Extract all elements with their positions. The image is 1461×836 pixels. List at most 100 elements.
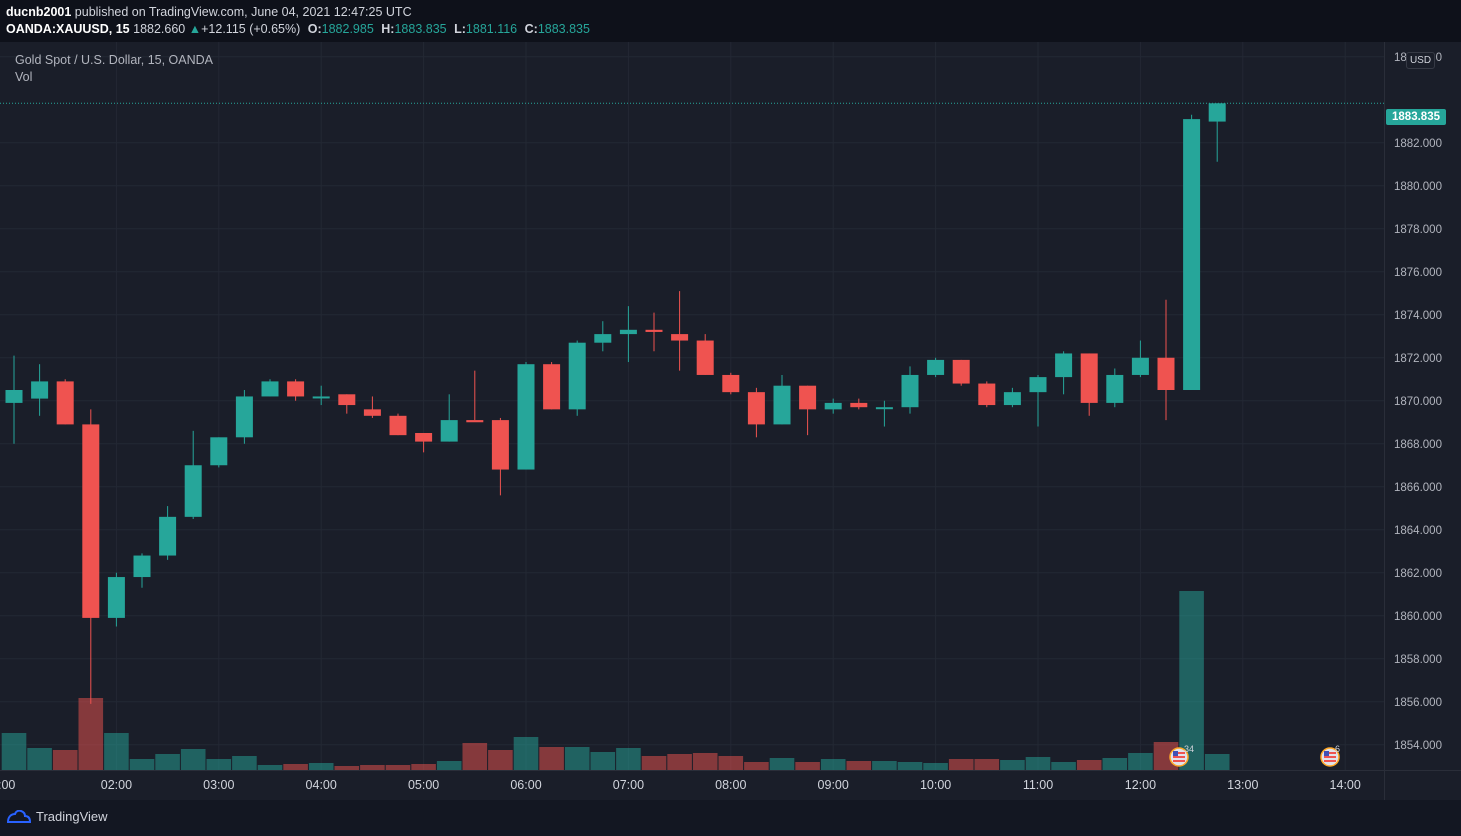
candle-body bbox=[517, 364, 535, 470]
candle-body bbox=[389, 415, 407, 436]
currency-label[interactable]: USD bbox=[1406, 52, 1435, 69]
series-title[interactable]: Gold Spot / U.S. Dollar, 15, OANDA bbox=[15, 53, 213, 67]
candle-body bbox=[338, 394, 356, 406]
volume-layer bbox=[1, 591, 1230, 771]
price-tick-label: 1858.000 bbox=[1394, 654, 1442, 666]
event-flag-1: 34 bbox=[1169, 744, 1194, 767]
time-tick-label: 06:00 bbox=[510, 778, 541, 792]
candle-body bbox=[5, 390, 23, 403]
candle-body bbox=[1029, 377, 1047, 393]
candle-body bbox=[824, 402, 842, 410]
candle-body bbox=[440, 420, 458, 442]
candle-body bbox=[696, 340, 714, 375]
price-tick-label: 1870.000 bbox=[1394, 396, 1442, 408]
volume-bar bbox=[129, 759, 155, 771]
quote-line: OANDA:XAUUSD, 15 1882.660 ▲+12.115 (+0.6… bbox=[6, 22, 590, 36]
price-tick-label: 1882.000 bbox=[1394, 138, 1442, 150]
volume-bar bbox=[692, 753, 718, 771]
volume-bar bbox=[616, 748, 641, 771]
time-tick-label: 05:00 bbox=[408, 778, 439, 792]
volume-bar bbox=[436, 761, 462, 771]
candle-body bbox=[491, 420, 509, 470]
volume-bar bbox=[539, 747, 564, 771]
volume-bar bbox=[232, 756, 257, 771]
publish-info: ducnb2001 published on TradingView.com, … bbox=[6, 5, 412, 19]
candle-body bbox=[952, 359, 970, 384]
candle-body bbox=[56, 381, 74, 425]
footer bbox=[0, 800, 1461, 836]
candle-body bbox=[1157, 357, 1175, 390]
volume-bar bbox=[257, 765, 283, 771]
candle-body bbox=[645, 329, 663, 332]
flag-stripe bbox=[1173, 760, 1185, 762]
candle-body bbox=[671, 334, 689, 341]
time-tick-label: 08:00 bbox=[715, 778, 746, 792]
price-change: +12.115 (+0.65%) bbox=[201, 22, 301, 36]
flag-canton bbox=[1173, 751, 1178, 756]
volume-bar bbox=[948, 759, 974, 771]
flag-stripe bbox=[1324, 756, 1336, 758]
volume-bar bbox=[104, 733, 129, 771]
candle-body bbox=[619, 329, 637, 335]
volume-bar bbox=[1179, 591, 1204, 771]
volume-bar bbox=[334, 766, 360, 771]
candle-body bbox=[543, 364, 561, 410]
volume-title[interactable]: Vol bbox=[15, 70, 33, 84]
candle-body bbox=[312, 396, 330, 399]
publish-header: ducnb2001 published on TradingView.com, … bbox=[0, 0, 1461, 42]
last-price: 1882.660 bbox=[133, 22, 186, 36]
time-tick-label: 14:00 bbox=[1330, 778, 1361, 792]
volume-bar bbox=[308, 763, 334, 771]
volume-bar bbox=[1, 733, 27, 771]
time-tick-label: 11:00 bbox=[1023, 778, 1053, 792]
candle-body bbox=[1131, 357, 1149, 375]
event-count-label: 34 bbox=[1184, 744, 1194, 754]
volume-bar bbox=[923, 763, 948, 771]
flag-stripe bbox=[1173, 756, 1185, 758]
volume-bar bbox=[641, 756, 667, 771]
price-tick-label: 1878.000 bbox=[1394, 224, 1442, 236]
author-name[interactable]: ducnb2001 bbox=[6, 5, 72, 19]
volume-bar bbox=[820, 759, 846, 771]
current-price-label: 1883.835 bbox=[1386, 109, 1446, 125]
candle-body bbox=[773, 385, 791, 425]
volume-bar bbox=[564, 747, 590, 771]
volume-bar bbox=[78, 698, 104, 771]
flag-stripe bbox=[1324, 760, 1336, 762]
volume-bar bbox=[180, 749, 206, 771]
volume-bar bbox=[488, 750, 513, 771]
candlestick-chart[interactable]: 1854.000 1856.000 1858.000 1860.000 1862.000… bbox=[0, 42, 1461, 800]
candle-body bbox=[363, 409, 381, 416]
volume-bar bbox=[1025, 757, 1051, 771]
flag-stripe bbox=[1173, 752, 1185, 754]
candle-body bbox=[568, 342, 586, 410]
candle-body bbox=[235, 396, 253, 438]
candle-body bbox=[210, 437, 228, 466]
event-flag-2: 6 bbox=[1320, 744, 1340, 767]
candle-body bbox=[978, 383, 996, 406]
volume-bar bbox=[590, 752, 616, 771]
volume-bar bbox=[155, 754, 180, 771]
grid-layer bbox=[0, 42, 1384, 770]
time-tick-label: 04:00 bbox=[306, 778, 337, 792]
candle-body bbox=[901, 374, 919, 408]
candle-body bbox=[184, 465, 202, 517]
chart-pane[interactable]: 1854.000 1856.000 1858.000 1860.000 1862.000… bbox=[0, 42, 1461, 800]
time-tick-label: 13:00 bbox=[1227, 778, 1258, 792]
brand-label: TradingView bbox=[36, 809, 108, 824]
candle-body bbox=[747, 392, 765, 425]
price-tick-label: 1876.000 bbox=[1394, 267, 1442, 279]
candle-body bbox=[722, 374, 740, 393]
tradingview-brand[interactable]: TradingView bbox=[6, 809, 108, 824]
volume-bar bbox=[667, 754, 692, 771]
time-tick-label: 02:00 bbox=[101, 778, 132, 792]
volume-bar bbox=[1076, 760, 1102, 771]
volume-bar bbox=[513, 737, 539, 771]
volume-bar bbox=[1204, 754, 1230, 771]
candle-body bbox=[31, 381, 49, 399]
chart-legend: Gold Spot / U.S. Dollar, 15, OANDA Vol bbox=[15, 53, 213, 84]
candle-body bbox=[133, 555, 151, 578]
candle-body bbox=[415, 433, 433, 442]
candle-body bbox=[1208, 103, 1226, 122]
event-layer: 34 6 bbox=[1169, 744, 1340, 767]
